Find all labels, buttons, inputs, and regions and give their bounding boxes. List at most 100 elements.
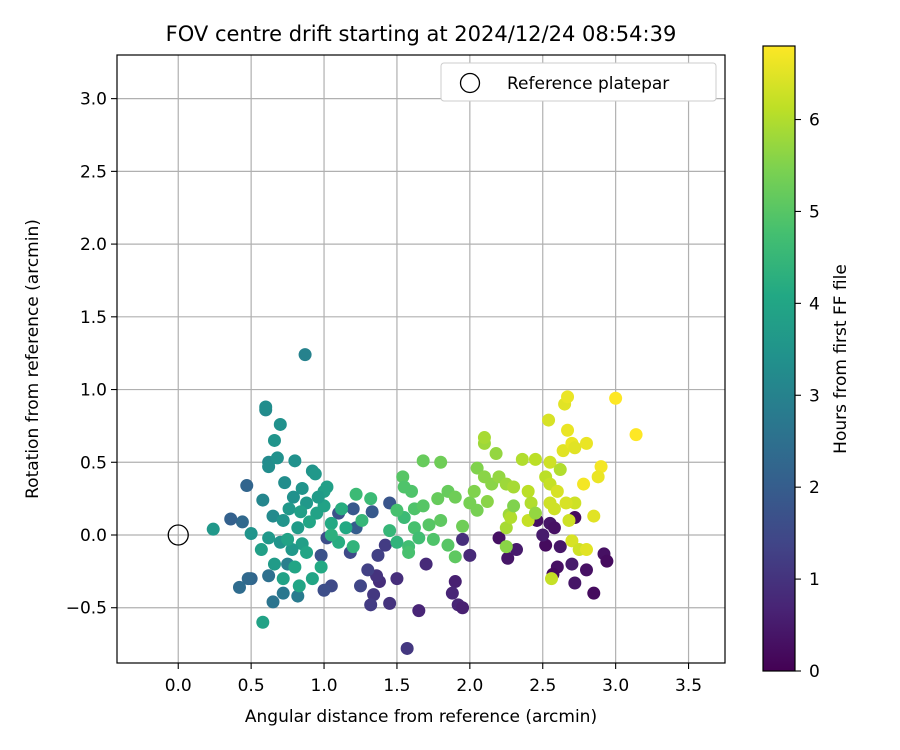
- colorbar-tick-label: 2: [809, 478, 820, 498]
- data-point: [510, 543, 524, 557]
- data-point: [539, 538, 553, 552]
- data-point: [324, 516, 338, 530]
- data-point: [507, 480, 521, 494]
- data-point: [324, 528, 338, 542]
- data-point: [254, 543, 268, 557]
- x-tick-label: 0.5: [238, 676, 265, 696]
- data-point: [587, 586, 601, 600]
- plot-frame: [116, 54, 726, 664]
- colorbar-tick-label: 3: [809, 386, 820, 406]
- data-point: [314, 548, 328, 562]
- data-point: [262, 531, 276, 545]
- reference-platepar-marker: [167, 524, 189, 546]
- data-point: [241, 572, 255, 586]
- data-point: [507, 499, 521, 513]
- data-point: [276, 586, 290, 600]
- data-point: [281, 532, 295, 546]
- data-point: [542, 413, 556, 427]
- data-point: [288, 560, 302, 574]
- data-point: [266, 509, 280, 523]
- x-tick-label: 3.0: [602, 676, 629, 696]
- data-point: [477, 431, 491, 445]
- data-point: [448, 575, 462, 589]
- data-point: [262, 460, 276, 474]
- data-point: [553, 540, 567, 554]
- data-point: [470, 503, 484, 517]
- data-point: [259, 400, 273, 414]
- data-point: [291, 589, 305, 603]
- data-point: [383, 596, 397, 610]
- data-point: [390, 503, 404, 517]
- colorbar-ticks: 0 1 2 3 4 5 6: [795, 111, 820, 682]
- y-tick-label: 2.0: [80, 235, 107, 255]
- data-point: [335, 502, 349, 516]
- data-point: [499, 521, 513, 535]
- data-point: [295, 481, 309, 495]
- data-point: [288, 454, 302, 468]
- data-point: [278, 476, 292, 490]
- colorbar-tick-label: 0: [809, 662, 820, 682]
- data-point: [407, 521, 421, 535]
- colorbar-gradient: [763, 46, 795, 671]
- data-point: [543, 455, 557, 469]
- data-point: [501, 551, 515, 565]
- data-point: [591, 470, 605, 484]
- data-point: [600, 554, 614, 568]
- data-point: [378, 538, 392, 552]
- data-point: [365, 505, 379, 519]
- data-point: [256, 615, 270, 629]
- colorbar-tick-label: 4: [809, 294, 820, 314]
- data-point: [240, 479, 254, 493]
- data-point: [256, 493, 270, 507]
- data-point: [361, 563, 375, 577]
- data-point: [367, 588, 381, 602]
- data-point: [298, 348, 312, 362]
- data-point: [353, 579, 367, 593]
- data-point: [536, 528, 550, 542]
- data-point: [556, 444, 570, 458]
- data-point: [383, 524, 397, 538]
- data-point: [308, 467, 322, 481]
- legend-label-reference: Reference platepar: [507, 74, 669, 94]
- reference-marker-group: [167, 524, 189, 546]
- data-point: [456, 532, 470, 546]
- data-point: [489, 447, 503, 461]
- data-point: [273, 417, 287, 431]
- x-tick-label: 3.5: [675, 676, 702, 696]
- data-point: [480, 495, 494, 509]
- data-point: [587, 509, 601, 523]
- data-point: [267, 433, 281, 447]
- data-point: [544, 572, 558, 586]
- data-point: [286, 490, 300, 504]
- colorbar-frame: [762, 45, 796, 672]
- data-point: [302, 515, 316, 529]
- colorbar-tick-label: 1: [809, 570, 820, 590]
- data-point: [568, 441, 582, 455]
- data-point: [579, 563, 593, 577]
- x-tick-label: 2.5: [529, 676, 556, 696]
- legend-marker-reference: [459, 72, 481, 94]
- y-tick-label: 1.0: [80, 381, 107, 401]
- data-point: [565, 557, 579, 571]
- data-point: [371, 548, 385, 562]
- data-point: [550, 484, 564, 498]
- y-tick-label: 0.0: [80, 526, 107, 546]
- data-point: [441, 538, 455, 552]
- colorbar-label: Hours from first FF file: [831, 264, 851, 454]
- y-tick-label: 0.5: [80, 453, 107, 473]
- x-tick-label: 2.0: [456, 676, 483, 696]
- data-point: [402, 545, 416, 559]
- data-point: [349, 487, 363, 501]
- data-point: [262, 569, 276, 583]
- data-point: [320, 480, 334, 494]
- y-axis-label: Rotation from reference (arcmin): [23, 219, 43, 499]
- data-point: [426, 532, 440, 546]
- data-point: [504, 511, 518, 525]
- data-point: [562, 513, 576, 527]
- data-point: [317, 583, 331, 597]
- data-point: [400, 641, 414, 655]
- data-point: [528, 452, 542, 466]
- data-point: [492, 531, 506, 545]
- data-point: [629, 428, 643, 442]
